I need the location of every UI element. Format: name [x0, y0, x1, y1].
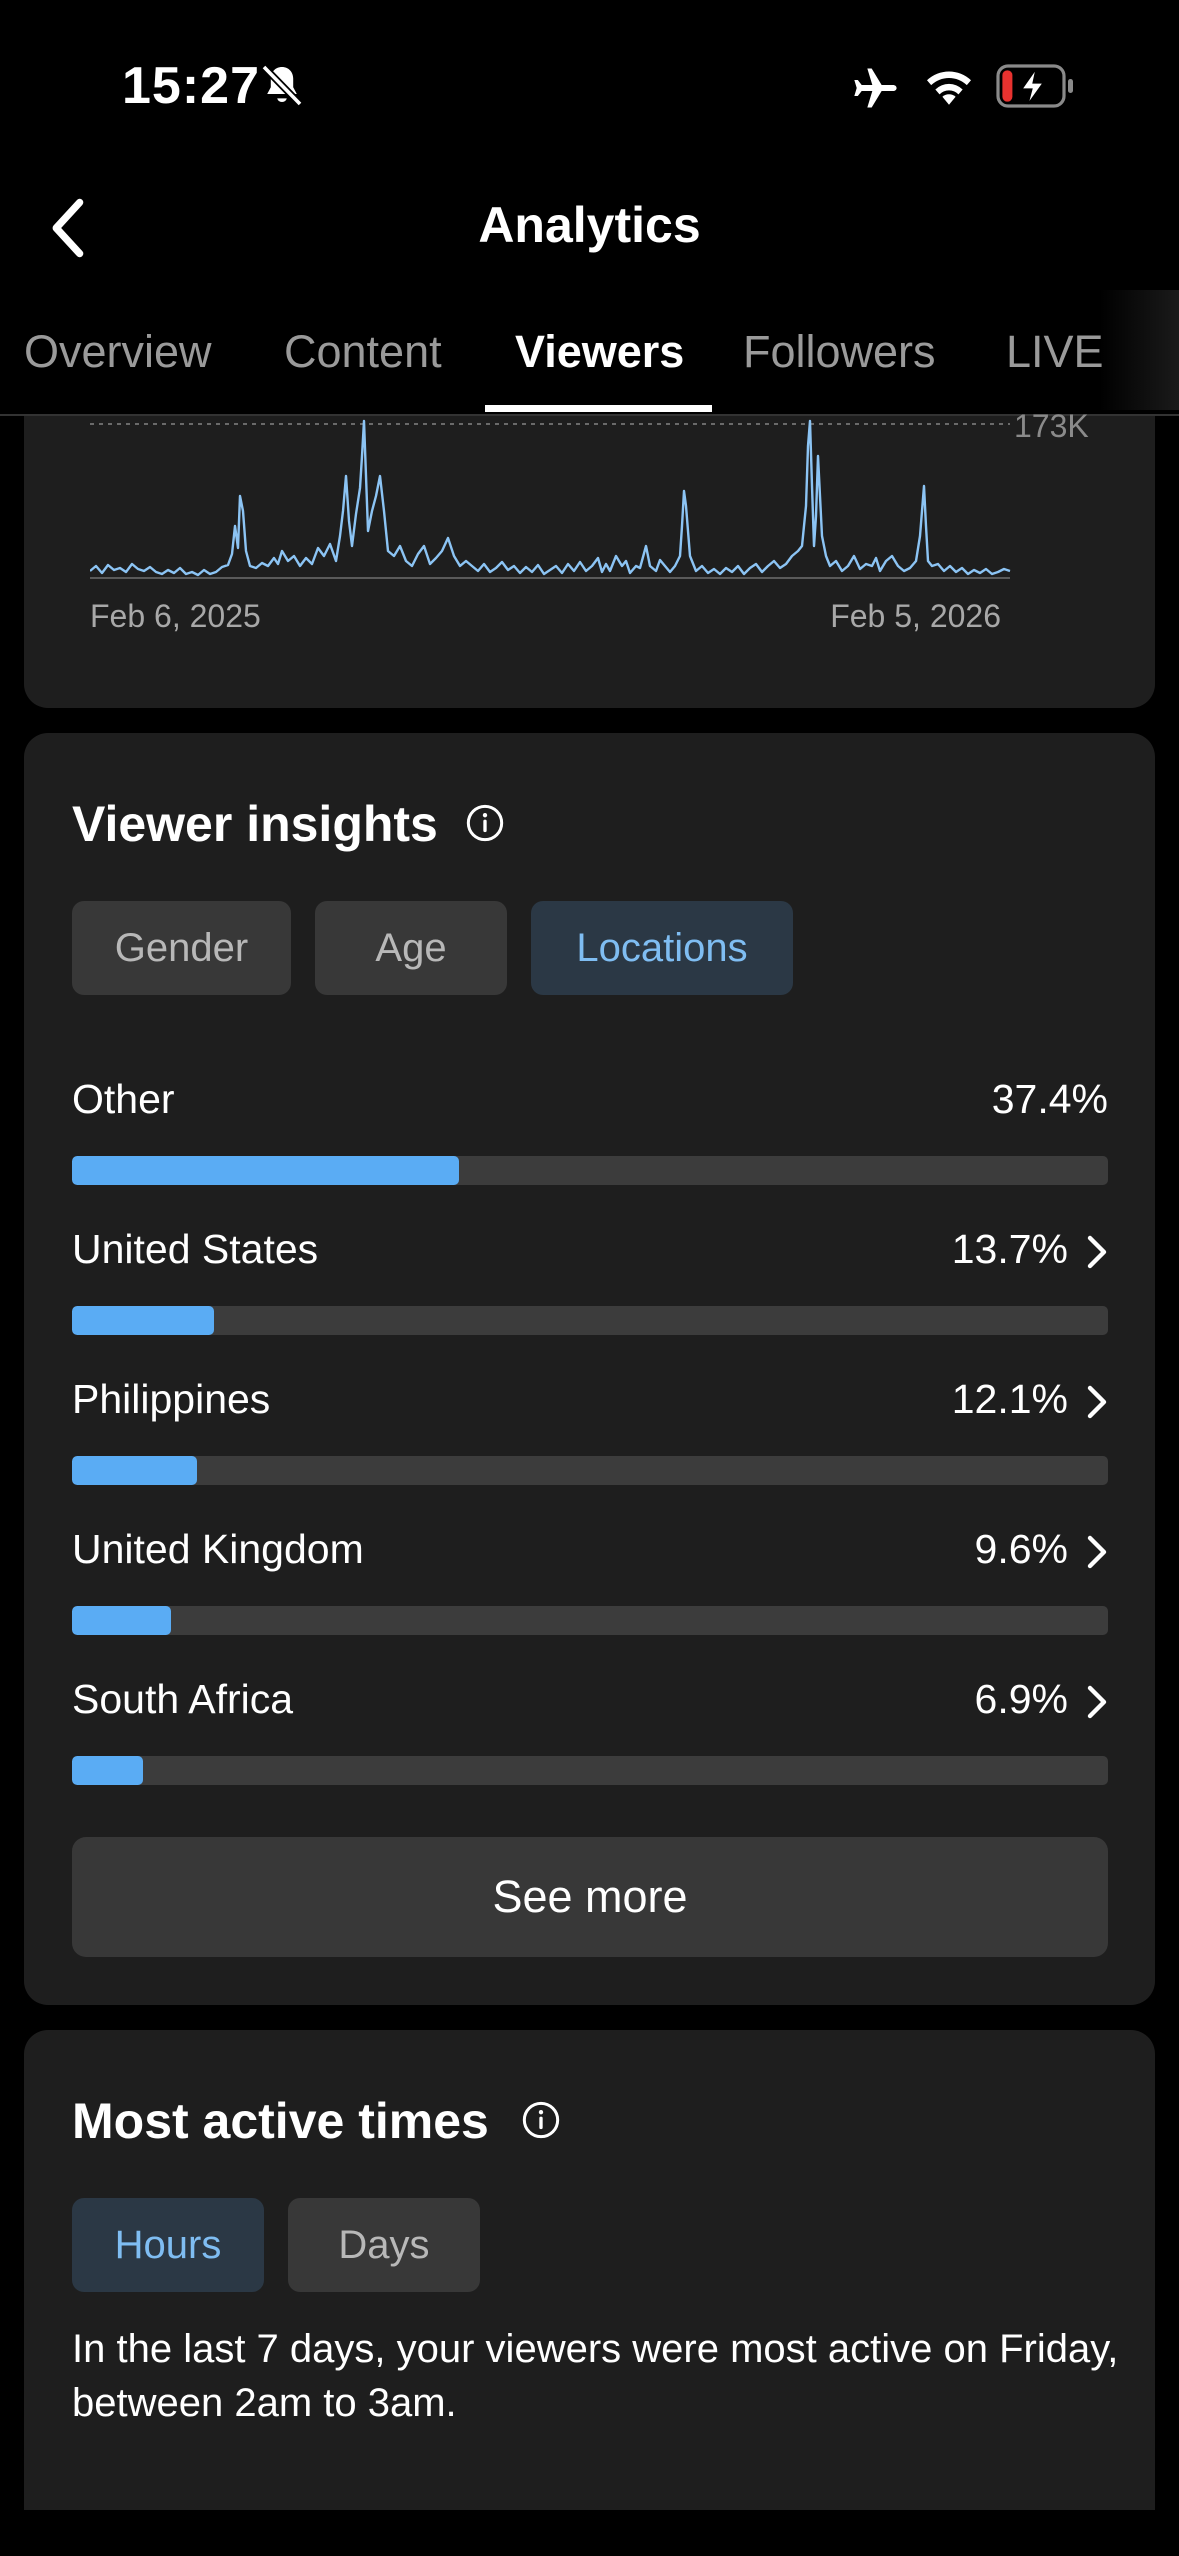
- chevron-right-icon[interactable]: [1084, 1534, 1108, 1570]
- chart-start-date: Feb 6, 2025: [90, 598, 261, 634]
- location-row-south-africa[interactable]: South Africa 6.9%: [72, 1676, 1108, 1786]
- see-more-button[interactable]: See more: [72, 1837, 1108, 1957]
- viewers-series-line: [90, 419, 1011, 577]
- tab-live[interactable]: LIVE: [1006, 326, 1104, 377]
- location-bar-fill: [72, 1306, 214, 1335]
- chevron-right-icon[interactable]: [1084, 1684, 1108, 1720]
- location-row-united-kingdom[interactable]: United Kingdom 9.6%: [72, 1526, 1108, 1636]
- filter-hours[interactable]: Hours: [72, 2198, 264, 2292]
- location-percent: 6.9%: [974, 1676, 1068, 1722]
- page-title: Analytics: [478, 197, 701, 253]
- active-tab-indicator: [485, 405, 712, 412]
- location-bar-track: [72, 1756, 1108, 1785]
- chart-end-date: Feb 5, 2026: [830, 598, 1001, 634]
- filter-days[interactable]: Days: [288, 2198, 480, 2292]
- info-icon[interactable]: [465, 803, 505, 843]
- location-name: United States: [72, 1226, 319, 1272]
- location-bar-track: [72, 1306, 1108, 1335]
- location-name: Philippines: [72, 1376, 271, 1422]
- most-active-summary: In the last 7 days, your viewers were mo…: [72, 2327, 1119, 2425]
- location-row-philippines[interactable]: Philippines 12.1%: [72, 1376, 1108, 1486]
- location-bar-track: [72, 1606, 1108, 1635]
- viewer-insights-title: Viewer insights: [72, 796, 438, 852]
- chevron-right-icon[interactable]: [1084, 1234, 1108, 1270]
- tab-overview[interactable]: Overview: [24, 326, 212, 377]
- status-bar: 15:27: [0, 0, 1179, 170]
- tab-scroll-fade: [1099, 290, 1179, 410]
- location-name: United Kingdom: [72, 1526, 364, 1572]
- wifi-icon: [927, 71, 971, 105]
- most-active-times-card: Most active times Hours Days In the last…: [24, 2030, 1155, 2510]
- viewer-insights-card: Viewer insights Gender Age Locations Oth…: [24, 733, 1155, 2005]
- tab-content[interactable]: Content: [284, 326, 442, 377]
- battery-charging-icon: [996, 64, 1073, 108]
- location-percent: 13.7%: [951, 1226, 1068, 1272]
- location-percent: 9.6%: [974, 1526, 1068, 1572]
- location-name: Other: [72, 1076, 175, 1122]
- viewers-line-chart[interactable]: [90, 416, 1030, 601]
- location-bar-fill: [72, 1756, 144, 1785]
- chevron-right-icon[interactable]: [1084, 1384, 1108, 1420]
- airplane-icon: [854, 68, 897, 108]
- location-name: South Africa: [72, 1676, 294, 1722]
- back-icon[interactable]: [44, 196, 94, 260]
- viewers-chart-card: 173K Feb 6, 2025 Feb 5, 2026: [24, 408, 1155, 708]
- filter-locations[interactable]: Locations: [531, 901, 793, 995]
- location-bar-fill: [72, 1456, 198, 1485]
- filter-age[interactable]: Age: [315, 901, 507, 995]
- tab-viewers[interactable]: Viewers: [515, 326, 685, 377]
- location-bar-track: [72, 1456, 1108, 1485]
- bell-off-icon: [261, 64, 303, 107]
- status-time: 15:27: [122, 57, 260, 115]
- tab-followers[interactable]: Followers: [743, 326, 936, 377]
- most-active-times-title: Most active times: [72, 2093, 489, 2149]
- location-bar-fill: [72, 1156, 460, 1185]
- location-row-other: Other 37.4%: [72, 1076, 1108, 1186]
- filter-gender[interactable]: Gender: [72, 901, 291, 995]
- location-bar-track: [72, 1156, 1108, 1185]
- chart-max-label: 173K: [1014, 408, 1089, 444]
- location-percent: 12.1%: [951, 1376, 1068, 1422]
- tab-bar: Overview Content Viewers Followers LIVE: [0, 290, 1179, 416]
- location-bar-fill: [72, 1606, 172, 1635]
- location-percent: 37.4%: [991, 1076, 1108, 1122]
- info-icon[interactable]: [521, 2100, 561, 2140]
- location-row-united-states[interactable]: United States 13.7%: [72, 1226, 1108, 1336]
